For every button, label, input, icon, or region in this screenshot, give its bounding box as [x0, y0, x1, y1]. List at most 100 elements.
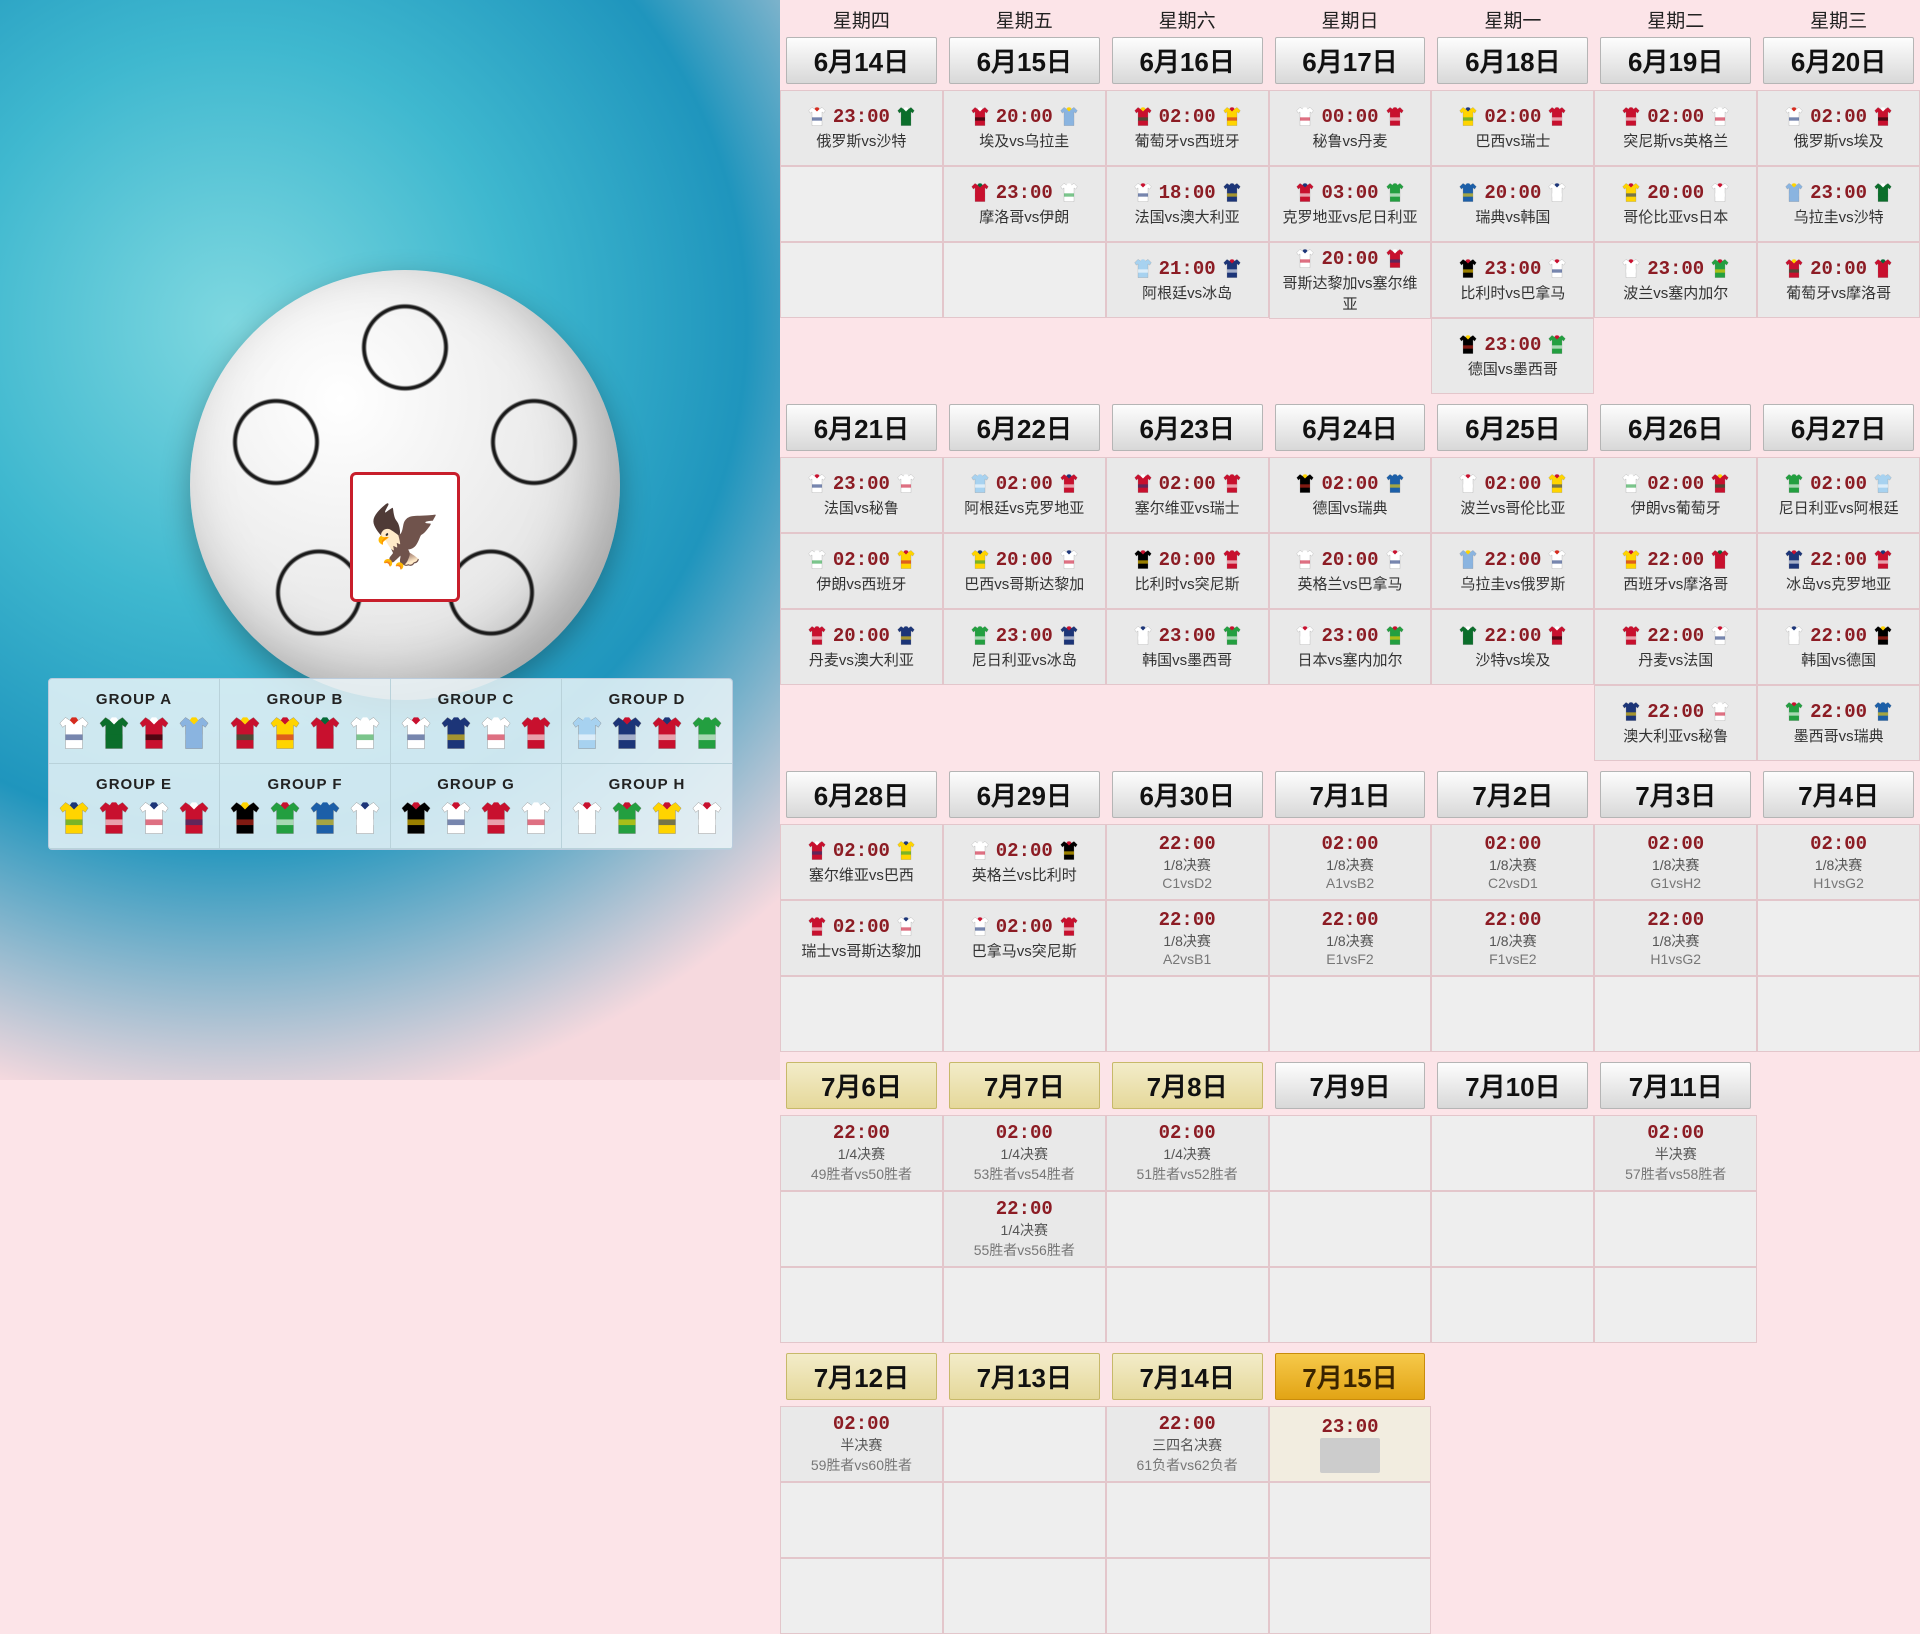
- match-cell: 02:00 德国vs瑞典: [1269, 457, 1432, 533]
- jersey-icon-panama: [439, 799, 473, 837]
- match-cell: 02:00 伊朗vs西班牙: [780, 533, 943, 609]
- knockout-round: 1/8决赛: [1764, 855, 1913, 875]
- jersey-icon-senegal: [610, 799, 644, 837]
- schedule-day-column: 星期一 6月18日 02:00 巴西vs瑞士 20:00 瑞典vs韩国 23:00…: [1431, 0, 1594, 394]
- match-cell: 22:00 乌拉圭vs俄罗斯: [1431, 533, 1594, 609]
- schedule-day-column: 7月11日 02:00 半决赛 57胜者vs58胜者: [1594, 1052, 1757, 1343]
- match-time: 02:00: [1484, 473, 1541, 495]
- match-cell: 23:00 波兰vs塞内加尔: [1594, 242, 1757, 318]
- team-jersey-icon-uruguay: [1784, 181, 1804, 204]
- day-header: 7月4日: [1757, 761, 1920, 818]
- match-time: 22:00: [1484, 549, 1541, 571]
- team-jersey-icon-iran: [807, 548, 827, 571]
- match-time: 23:00: [996, 182, 1053, 204]
- team-jersey-icon-russia: [1784, 105, 1804, 128]
- jersey-icon-saudi: [97, 714, 131, 752]
- date-box: 6月27日: [1763, 404, 1914, 451]
- match-time: 22:00: [1647, 625, 1704, 647]
- date-box: 7月2日: [1437, 771, 1588, 818]
- jersey-icon-argentina: [570, 714, 604, 752]
- schedule-day-column: 7月13日: [943, 1343, 1106, 1634]
- jersey-icon-australia: [439, 714, 473, 752]
- match-teams-label: 巴拿马vs突尼斯: [950, 940, 1099, 961]
- team-jersey-icon-croatia: [1295, 181, 1315, 204]
- match-teams-label: 英格兰vs比利时: [950, 864, 1099, 885]
- day-header: 6月26日: [1594, 394, 1757, 451]
- team-jersey-icon-belgium: [1458, 257, 1478, 280]
- match-cell: [943, 1406, 1106, 1482]
- team-jersey-icon-serbia: [807, 839, 827, 862]
- match-time: 22:00: [1810, 549, 1867, 571]
- match-cell: [1594, 1191, 1757, 1267]
- team-jersey-icon-belgium: [1133, 548, 1153, 571]
- match-cell: 02:00 1/4决赛 53胜者vs54胜者: [943, 1115, 1106, 1191]
- knockout-teams: E1vsF2: [1276, 951, 1425, 967]
- group-title: GROUP B: [267, 691, 344, 708]
- match-cell: 02:00 英格兰vs比利时: [943, 824, 1106, 900]
- match-teams-label: 西班牙vs摩洛哥: [1601, 573, 1750, 594]
- team-jersey-icon-senegal: [1710, 257, 1730, 280]
- knockout-teams: 49胜者vs50胜者: [787, 1164, 936, 1184]
- match-cell: 02:00 1/8决赛 H1vsG2: [1757, 824, 1920, 900]
- date-box: 7月4日: [1763, 771, 1914, 818]
- match-cell: [943, 1482, 1106, 1558]
- team-jersey-icon-sweden: [1873, 700, 1893, 723]
- group-title: GROUP G: [437, 776, 515, 793]
- team-jersey-icon-russia: [1547, 548, 1567, 571]
- knockout-teams: 55胜者vs56胜者: [950, 1240, 1099, 1260]
- jersey-icon-denmark: [519, 714, 553, 752]
- match-teams-label: 俄罗斯vs埃及: [1764, 130, 1913, 151]
- team-jersey-icon-southkorea: [1133, 624, 1153, 647]
- match-cell: [780, 166, 943, 242]
- schedule-day-column: 7月6日 22:00 1/4决赛 49胜者vs50胜者: [780, 1052, 943, 1343]
- group-cell-grouph: GROUP H: [562, 764, 732, 849]
- match-cell: 22:00 1/8决赛 A2vsB1: [1106, 900, 1269, 976]
- match-teams-label: 法国vs秘鲁: [787, 497, 936, 518]
- match-time: 20:00: [1321, 549, 1378, 571]
- day-header: 7月15日: [1269, 1343, 1432, 1400]
- jersey-icon-morocco: [308, 714, 342, 752]
- match-teams-label: 乌拉圭vs沙特: [1764, 206, 1913, 227]
- day-header: 星期二 6月19日: [1594, 0, 1757, 84]
- date-box: 7月9日: [1275, 1062, 1426, 1109]
- team-jersey-icon-nigeria: [1784, 472, 1804, 495]
- jersey-icon-croatia: [650, 714, 684, 752]
- weekday-label: 星期日: [1269, 6, 1432, 33]
- team-jersey-icon-iceland: [1059, 624, 1079, 647]
- match-time: 23:00: [1647, 258, 1704, 280]
- match-teams-label: 葡萄牙vs摩洛哥: [1764, 282, 1913, 303]
- team-jersey-icon-mexico: [1547, 333, 1567, 356]
- day-header: 6月30日: [1106, 761, 1269, 818]
- team-jersey-icon-spain: [1222, 105, 1242, 128]
- group-cell-groupc: GROUP C: [391, 679, 562, 764]
- date-box: 6月25日: [1437, 404, 1588, 451]
- date-box: 7月1日: [1275, 771, 1426, 818]
- match-cell: 02:00 半决赛 59胜者vs60胜者: [780, 1406, 943, 1482]
- team-jersey-icon-portugal: [1710, 472, 1730, 495]
- match-time: 20:00: [1810, 258, 1867, 280]
- schedule-day-column: 7月7日 02:00 1/4决赛 53胜者vs54胜者 22:00 1/4决赛 55胜者vs…: [943, 1052, 1106, 1343]
- team-jersey-icon-saudi: [896, 105, 916, 128]
- date-box: 6月30日: [1112, 771, 1263, 818]
- match-time: 02:00: [833, 840, 890, 862]
- match-cell: 02:00 塞尔维亚vs瑞士: [1106, 457, 1269, 533]
- team-jersey-icon-serbia: [1133, 472, 1153, 495]
- day-header: 7月3日: [1594, 761, 1757, 818]
- team-jersey-icon-denmark: [1385, 105, 1405, 128]
- team-jersey-icon-switzerland: [807, 915, 827, 938]
- match-teams-label: 伊朗vs葡萄牙: [1601, 497, 1750, 518]
- date-box: 7月13日: [949, 1353, 1100, 1400]
- knockout-teams: G1vsH2: [1601, 875, 1750, 891]
- match-teams-label: 哥伦比亚vs日本: [1601, 206, 1750, 227]
- knockout-round: 1/8决赛: [1276, 855, 1425, 875]
- match-teams-label: 葡萄牙vs西班牙: [1113, 130, 1262, 151]
- match-cell: 23:00 决赛: [1269, 1406, 1432, 1482]
- schedule-week-row-1: 6月21日 23:00 法国vs秘鲁 02:00 伊朗vs西班牙 20:00 丹…: [780, 394, 1920, 761]
- group-cell-groupg: GROUP G: [391, 764, 562, 849]
- match-time: 00:00: [1321, 106, 1378, 128]
- match-time: 02:00: [833, 916, 890, 938]
- match-time: 20:00: [1159, 549, 1216, 571]
- match-time: 02:00: [1647, 106, 1704, 128]
- match-time: 23:00: [1484, 258, 1541, 280]
- match-teams-label: 俄罗斯vs沙特: [787, 130, 936, 151]
